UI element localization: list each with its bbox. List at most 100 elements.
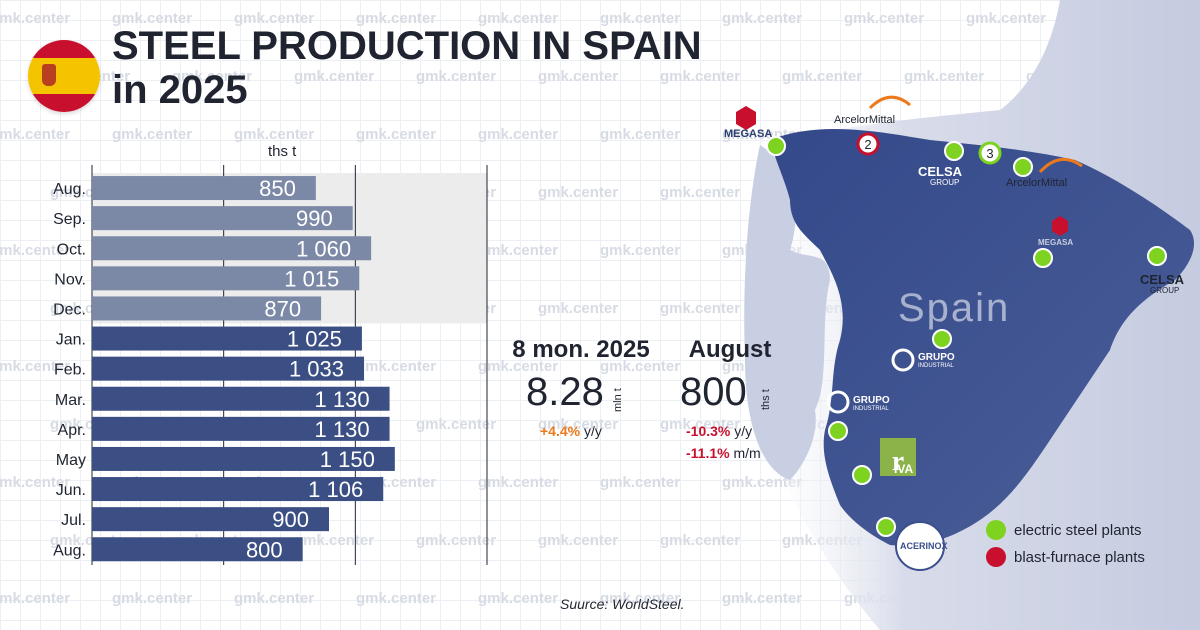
ytd-heading: 8 mon. 2025 xyxy=(512,336,650,363)
value-label: 1 025 xyxy=(287,327,342,352)
title-line-1: STEEL PRODUCTION IN SPAIN xyxy=(112,24,702,68)
category-label: Dec. xyxy=(53,301,86,318)
ytd-unit: mln t xyxy=(612,388,624,412)
svg-text:r: r xyxy=(892,446,904,477)
category-label: Sep. xyxy=(53,211,86,228)
bar xyxy=(92,507,329,532)
arcelor-logo-mark xyxy=(868,95,911,110)
blast-plant-marker: 2 xyxy=(856,132,880,156)
category-label: Jul. xyxy=(61,512,86,529)
value-label: 1 015 xyxy=(284,266,339,291)
megasa-logo-mark xyxy=(1052,216,1068,236)
ytd-value: 8.28 xyxy=(526,370,604,414)
legend-blast: blast-furnace plants xyxy=(986,547,1145,567)
grupo-logo-mark xyxy=(826,390,850,414)
acerinox-logo-mark xyxy=(895,521,945,571)
legend-blast-label: blast-furnace plants xyxy=(1014,548,1145,566)
category-label: May xyxy=(56,452,86,469)
bar xyxy=(92,477,384,502)
electric-plant-marker xyxy=(932,329,952,349)
value-label: 1 106 xyxy=(308,477,363,502)
bar xyxy=(92,266,360,291)
grupo-logo-2: GRUPO xyxy=(853,395,890,406)
bar xyxy=(92,206,353,231)
acerinox-logo: ACERINOX xyxy=(900,541,948,551)
electric-plant-marker xyxy=(1013,157,1033,177)
megasa-logo-mark xyxy=(736,106,756,130)
ytd-change: +4.4% y/y xyxy=(540,423,602,439)
electric-dot-icon xyxy=(986,520,1006,540)
electric-plant-marker xyxy=(1033,248,1053,268)
category-label: Feb. xyxy=(54,362,86,379)
chart-unit: ths t xyxy=(268,143,297,160)
riva-logo: IVA xyxy=(894,462,914,476)
category-label: Jun. xyxy=(56,482,86,499)
value-label: 1 130 xyxy=(315,417,370,442)
value-label: 1 060 xyxy=(296,236,351,261)
megasa-logo: MEGASA xyxy=(724,128,773,140)
country-label: Spain xyxy=(898,286,1011,330)
megasa-logo-2: MEGASA xyxy=(1038,238,1074,247)
page-title: STEEL PRODUCTION IN SPAIN in 2025 xyxy=(112,24,702,112)
value-label: 850 xyxy=(259,176,296,201)
bar xyxy=(92,176,316,201)
svg-text:2: 2 xyxy=(864,137,871,152)
bar xyxy=(92,537,303,562)
electric-plant-marker xyxy=(828,421,848,441)
month-stat: August xyxy=(680,336,780,364)
value-label: 990 xyxy=(296,206,333,231)
celsa-logo-2: CELSA xyxy=(1140,272,1185,287)
svg-text:3: 3 xyxy=(986,146,993,161)
title-line-2: in 2025 xyxy=(112,68,248,112)
celsa-logo-2-sub: GROUP xyxy=(1150,286,1180,295)
grupo-logo-sub: INDUSTRIAL xyxy=(918,363,954,369)
blast-dot-icon xyxy=(986,547,1006,567)
celsa-logo-sub: GROUP xyxy=(930,178,960,187)
legend-electric: electric steel plants xyxy=(986,520,1142,540)
value-label: 900 xyxy=(272,507,309,532)
category-label: Nov. xyxy=(54,271,86,288)
value-label: 1 150 xyxy=(320,447,375,472)
bar xyxy=(92,326,362,351)
electric-plant-marker-3: 3 xyxy=(978,141,1002,165)
portugal-shape xyxy=(744,145,830,480)
grupo-logo: GRUPO xyxy=(918,352,955,363)
electric-plant-marker xyxy=(852,465,872,485)
electric-plant-marker xyxy=(1147,246,1167,266)
grupo-logo-2-sub: INDUSTRIAL xyxy=(853,406,889,412)
category-label: Aug. xyxy=(53,542,86,559)
electric-plant-marker xyxy=(876,517,896,537)
riva-logo-mark xyxy=(880,438,916,476)
source-note: Suurce: WorldSteel. xyxy=(560,596,685,612)
month-change-yy: -10.3% y/y xyxy=(686,423,753,439)
grupo-logo-mark xyxy=(891,348,915,372)
bar-chart: Aug. 850 Sep. 990 Oct. 1 060 Nov. 1 015 Dec. 870 J… xyxy=(53,165,488,565)
value-label: 870 xyxy=(264,296,301,321)
category-label: Aug. xyxy=(53,181,86,198)
value-label: 1 130 xyxy=(315,387,370,412)
bar xyxy=(92,416,390,441)
ytd-stat: 8 mon. 2025 xyxy=(506,336,656,364)
electric-plant-marker xyxy=(944,141,964,161)
bar xyxy=(92,446,395,471)
arcelor-logo-2: ArcelorMittal xyxy=(1006,177,1068,189)
value-label: 1 033 xyxy=(289,357,344,382)
month-value: 800 xyxy=(680,370,747,414)
electric-plant-marker xyxy=(766,136,786,156)
month-heading: August xyxy=(688,336,772,363)
value-label: 800 xyxy=(246,537,283,562)
arcelor-logo-mark xyxy=(1038,157,1083,174)
spain-flag-icon xyxy=(28,40,100,112)
bar xyxy=(92,356,365,381)
bar xyxy=(92,236,372,261)
arcelor-logo: ArcelorMittal xyxy=(834,114,896,126)
category-label: Oct. xyxy=(57,241,86,258)
celsa-logo: CELSA xyxy=(918,164,963,179)
spain-land xyxy=(770,129,1195,546)
legend-electric-label: electric steel plants xyxy=(1014,521,1142,539)
bar xyxy=(92,296,322,321)
category-label: Jan. xyxy=(56,332,86,349)
category-label: Apr. xyxy=(58,422,86,439)
bar xyxy=(92,386,390,411)
